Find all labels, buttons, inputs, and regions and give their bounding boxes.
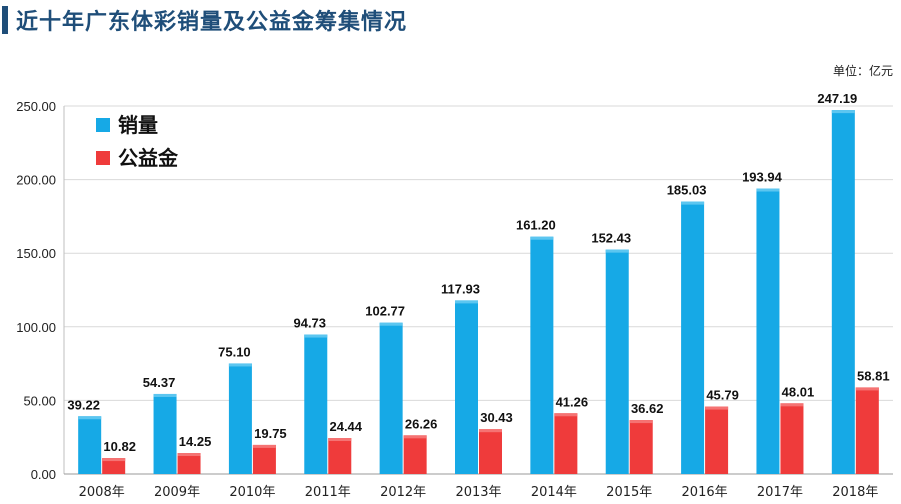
bar-top-highlight	[403, 435, 427, 439]
bar-sales	[78, 416, 102, 474]
data-label-sales: 94.73	[293, 316, 326, 331]
bar-public-welfare	[780, 403, 804, 474]
bar-public-welfare	[177, 453, 201, 474]
bar-sales	[304, 334, 328, 474]
bar-sales	[530, 236, 554, 474]
data-label-public-welfare: 10.82	[103, 439, 136, 454]
x-tick-label: 2008年	[79, 485, 125, 500]
data-label-sales: 185.03	[667, 183, 707, 198]
y-tick-label: 100.00	[16, 320, 56, 335]
bar-top-highlight	[855, 387, 879, 391]
bar-public-welfare	[705, 406, 729, 474]
bar-top-highlight	[455, 300, 478, 304]
bar-top-highlight	[252, 444, 276, 448]
bar-public-welfare	[554, 413, 578, 474]
bar-top-highlight	[228, 363, 252, 367]
data-label-public-welfare: 58.81	[857, 368, 890, 383]
x-tick-label: 2018年	[832, 485, 878, 500]
y-tick-label: 0.00	[31, 467, 56, 482]
bar-top-highlight	[705, 406, 729, 410]
bar-public-welfare	[102, 458, 126, 474]
bar-top-highlight	[379, 322, 403, 326]
y-tick-label: 150.00	[16, 246, 56, 261]
bar-top-highlight	[831, 110, 855, 114]
data-label-sales: 75.10	[218, 344, 251, 359]
bar-sales	[379, 322, 403, 474]
bar-public-welfare	[855, 387, 879, 474]
data-label-public-welfare: 45.79	[706, 388, 739, 403]
x-tick-label: 2015年	[606, 485, 652, 500]
bar-top-highlight	[756, 188, 780, 192]
bar-top-highlight	[78, 416, 102, 420]
bar-sales	[756, 188, 780, 474]
bar-top-highlight	[304, 334, 328, 338]
bar-sales	[455, 300, 478, 474]
data-label-sales: 152.43	[591, 231, 631, 246]
bar-public-welfare	[252, 444, 276, 474]
unit-label: 单位：亿元	[832, 64, 893, 78]
data-label-public-welfare: 41.26	[556, 394, 589, 409]
x-tick-label: 2013年	[455, 485, 501, 500]
bar-top-highlight	[629, 420, 653, 424]
bar-top-highlight	[479, 429, 502, 433]
data-label-public-welfare: 26.26	[405, 416, 438, 431]
data-label-sales: 161.20	[516, 218, 556, 233]
bar-sales	[605, 249, 629, 474]
legend-swatch	[96, 151, 110, 165]
data-label-sales: 117.93	[441, 281, 480, 296]
data-label-public-welfare: 19.75	[254, 426, 287, 441]
data-label-sales: 39.22	[67, 397, 100, 412]
legend-label: 销量	[118, 113, 158, 137]
bar-top-highlight	[681, 201, 705, 205]
bar-top-highlight	[102, 458, 126, 462]
bar-sales	[228, 363, 252, 474]
data-label-sales: 102.77	[365, 304, 405, 319]
x-tick-label: 2017年	[757, 485, 803, 500]
bar-public-welfare	[629, 420, 653, 474]
bar-top-highlight	[328, 438, 352, 442]
title-accent-bar	[2, 6, 8, 34]
data-label-sales: 54.37	[143, 375, 176, 390]
y-tick-label: 200.00	[16, 173, 56, 188]
legend-label: 公益金	[118, 146, 179, 170]
legend-swatch	[96, 118, 110, 132]
bar-sales	[831, 110, 855, 474]
bar-top-highlight	[554, 413, 578, 417]
bar-sales	[153, 393, 177, 474]
x-tick-label: 2016年	[682, 485, 728, 500]
data-label-sales: 247.19	[817, 91, 857, 106]
y-tick-label: 50.00	[23, 393, 56, 408]
x-tick-label: 2014年	[531, 485, 577, 500]
x-tick-label: 2009年	[154, 485, 200, 500]
data-label-public-welfare: 48.01	[782, 384, 815, 399]
bar-top-highlight	[605, 249, 629, 253]
y-tick-label: 250.00	[16, 99, 56, 114]
data-label-public-welfare: 24.44	[329, 419, 362, 434]
bar-public-welfare	[328, 438, 352, 474]
bar-top-highlight	[153, 393, 177, 397]
bar-public-welfare	[479, 429, 502, 474]
data-label-public-welfare: 36.62	[631, 401, 664, 416]
x-tick-label: 2010年	[229, 485, 275, 500]
bar-top-highlight	[530, 236, 554, 240]
page-title: 近十年广东体彩销量及公益金筹集情况	[16, 10, 408, 35]
data-label-public-welfare: 14.25	[179, 434, 212, 449]
x-tick-label: 2011年	[305, 485, 351, 500]
x-tick-label: 2012年	[380, 485, 426, 500]
bar-top-highlight	[780, 403, 804, 407]
bar-sales	[681, 201, 705, 474]
bar-public-welfare	[403, 435, 427, 474]
bar-top-highlight	[177, 453, 201, 457]
data-label-public-welfare: 30.43	[480, 410, 513, 425]
data-label-sales: 193.94	[742, 170, 783, 185]
